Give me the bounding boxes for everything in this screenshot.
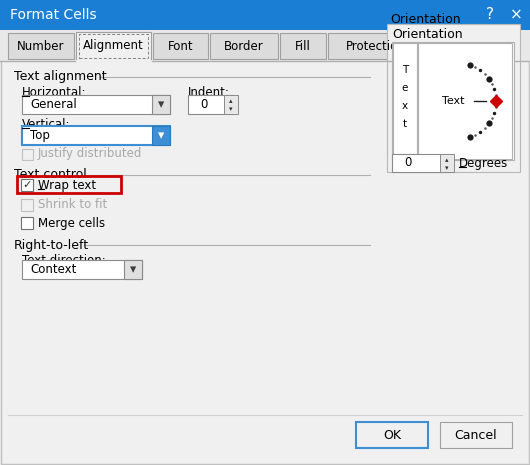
Text: t: t — [403, 119, 407, 129]
FancyBboxPatch shape — [124, 260, 142, 279]
Text: Fill: Fill — [295, 40, 311, 53]
Text: ▾: ▾ — [158, 98, 164, 111]
Text: 0: 0 — [200, 98, 207, 111]
FancyBboxPatch shape — [153, 33, 208, 59]
Text: Context: Context — [30, 263, 76, 276]
Text: ▴: ▴ — [229, 98, 233, 104]
Text: Text direction:: Text direction: — [22, 253, 106, 266]
FancyBboxPatch shape — [22, 260, 142, 279]
FancyBboxPatch shape — [0, 0, 530, 30]
Text: General: General — [30, 98, 77, 111]
Text: ?: ? — [486, 7, 494, 22]
FancyBboxPatch shape — [21, 199, 33, 211]
Text: Shrink to fit: Shrink to fit — [38, 199, 107, 212]
FancyBboxPatch shape — [8, 63, 522, 415]
Text: ×: × — [510, 7, 523, 22]
FancyBboxPatch shape — [22, 126, 170, 145]
FancyBboxPatch shape — [22, 95, 170, 114]
FancyBboxPatch shape — [392, 154, 450, 172]
FancyBboxPatch shape — [328, 33, 423, 59]
FancyBboxPatch shape — [224, 95, 238, 114]
FancyBboxPatch shape — [8, 33, 74, 59]
Text: Alignment: Alignment — [83, 40, 144, 53]
Text: Text alignment: Text alignment — [14, 71, 107, 84]
Text: Cancel: Cancel — [455, 429, 497, 441]
Text: ▾: ▾ — [130, 263, 136, 276]
Text: T: T — [402, 65, 408, 75]
Text: Text control: Text control — [14, 168, 87, 181]
FancyBboxPatch shape — [152, 126, 170, 145]
FancyBboxPatch shape — [418, 43, 512, 159]
Text: Degrees: Degrees — [459, 157, 508, 170]
FancyBboxPatch shape — [440, 422, 512, 448]
Text: OK: OK — [383, 429, 401, 441]
Text: Orientation: Orientation — [392, 28, 463, 41]
FancyBboxPatch shape — [0, 30, 530, 62]
FancyBboxPatch shape — [22, 149, 33, 160]
Text: Format Cells: Format Cells — [10, 8, 96, 22]
Text: Indent:: Indent: — [188, 86, 230, 100]
Text: ▾: ▾ — [158, 129, 164, 142]
FancyBboxPatch shape — [76, 32, 151, 61]
Text: Wrap text: Wrap text — [38, 179, 96, 192]
Text: Border: Border — [224, 40, 264, 53]
Text: Right-to-left: Right-to-left — [14, 239, 89, 252]
Text: Horizontal:: Horizontal: — [22, 86, 86, 100]
FancyBboxPatch shape — [393, 43, 417, 159]
Text: e: e — [402, 83, 408, 93]
Text: x: x — [402, 101, 408, 111]
FancyBboxPatch shape — [280, 33, 326, 59]
Text: ▾: ▾ — [445, 165, 449, 171]
Text: Orientation: Orientation — [390, 13, 461, 27]
FancyBboxPatch shape — [1, 30, 529, 464]
Text: Font: Font — [167, 40, 193, 53]
Text: Justify distributed: Justify distributed — [38, 147, 143, 160]
Text: Merge cells: Merge cells — [38, 217, 105, 230]
FancyBboxPatch shape — [21, 179, 33, 191]
Text: Number: Number — [17, 40, 65, 53]
Text: ▾: ▾ — [229, 106, 233, 112]
FancyBboxPatch shape — [188, 95, 233, 114]
FancyBboxPatch shape — [356, 422, 428, 448]
Text: Protection: Protection — [346, 40, 405, 53]
FancyBboxPatch shape — [21, 217, 33, 229]
FancyBboxPatch shape — [440, 154, 454, 172]
FancyBboxPatch shape — [210, 33, 278, 59]
FancyBboxPatch shape — [392, 42, 514, 160]
Text: Top: Top — [30, 129, 50, 142]
Text: ✓: ✓ — [22, 180, 32, 190]
FancyBboxPatch shape — [152, 95, 170, 114]
Text: Vertical:: Vertical: — [22, 119, 70, 132]
Text: ▴: ▴ — [445, 157, 449, 163]
Text: 0: 0 — [404, 157, 411, 170]
Text: Text: Text — [442, 96, 464, 106]
FancyBboxPatch shape — [387, 24, 520, 172]
